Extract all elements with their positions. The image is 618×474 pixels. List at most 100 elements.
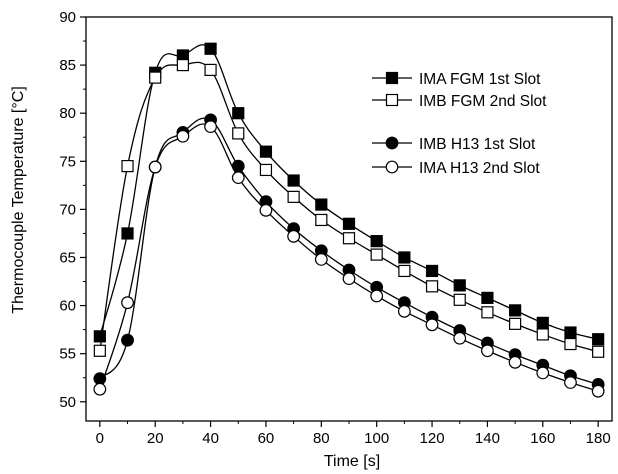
square-data-point: [398, 251, 411, 264]
x-tick-label: 60: [258, 430, 275, 447]
series-2: [93, 58, 605, 358]
x-tick-label: 140: [475, 430, 500, 447]
square-data-point: [287, 190, 300, 203]
legend-label: IMB FGM 2nd Slot: [419, 93, 547, 110]
x-tick-label: 40: [202, 430, 219, 447]
square-data-point: [204, 63, 217, 77]
square-data-point: [93, 344, 106, 357]
legend-item-3: IMB H13 1st Slot: [372, 136, 536, 153]
x-tick-label: 120: [420, 430, 445, 447]
y-tick-label: 80: [59, 105, 76, 122]
square-data-point: [232, 127, 245, 140]
square-data-point: [481, 306, 494, 319]
square-data-point: [481, 291, 494, 304]
circle-data-point: [453, 331, 467, 345]
square-data-point: [93, 330, 106, 343]
square-data-point: [536, 328, 549, 341]
series-layer: [93, 42, 605, 398]
circle-data-point: [121, 296, 134, 310]
series-line: [99, 44, 599, 340]
square-data-point: [370, 235, 383, 248]
y-tick-label: 65: [59, 249, 76, 266]
square-data-point: [425, 280, 439, 293]
legend-item-1: IMA FGM 1st Slot: [372, 71, 541, 88]
circle-data-point: [204, 120, 217, 134]
square-data-point: [509, 304, 522, 317]
legend-item-2: IMB FGM 2nd Slot: [372, 93, 547, 110]
legend-marker: [385, 160, 399, 174]
square-data-point: [509, 317, 522, 330]
square-data-point: [176, 58, 189, 72]
square-data-point: [259, 145, 273, 158]
square-data-point: [592, 333, 605, 346]
x-tick-label: 0: [96, 430, 104, 447]
circle-data-point: [397, 304, 411, 318]
square-data-point: [121, 159, 134, 173]
square-data-point: [453, 279, 466, 292]
circle-data-point: [481, 344, 494, 358]
circle-data-point: [536, 366, 550, 380]
y-tick-label: 55: [59, 346, 76, 363]
circle-data-point: [314, 252, 328, 266]
square-data-point: [204, 42, 217, 55]
circle-data-point: [342, 272, 356, 286]
square-data-point: [342, 217, 356, 230]
circle-data-point: [564, 376, 577, 389]
legend-label: IMA H13 2nd Slot: [419, 160, 540, 177]
square-data-point: [121, 227, 134, 240]
y-tick-label: 50: [59, 394, 76, 411]
square-data-point: [232, 107, 245, 120]
circle-data-point: [93, 382, 107, 396]
x-tick-label: 80: [313, 430, 330, 447]
legend-item-4: IMA H13 2nd Slot: [372, 160, 540, 177]
x-tick-label: 180: [586, 430, 611, 447]
legend-label: IMA FGM 1st Slot: [419, 71, 541, 88]
y-tick-label: 85: [59, 57, 76, 74]
x-tick-label: 20: [147, 430, 164, 447]
legend-label: IMB H13 1st Slot: [419, 136, 536, 153]
series-4: [93, 120, 605, 398]
x-axis-label: Time [s]: [324, 453, 380, 470]
square-data-point: [287, 174, 300, 187]
circle-data-point: [425, 318, 439, 332]
legend: IMA FGM 1st Slot IMB FGM 2nd Slot IMB H13 …: [372, 71, 547, 177]
square-data-point: [453, 293, 466, 306]
circle-data-point: [176, 129, 190, 143]
series-1: [93, 42, 605, 346]
square-data-point: [315, 213, 328, 227]
square-data-point: [259, 163, 273, 177]
legend-marker: [385, 136, 399, 150]
square-data-point: [592, 345, 605, 358]
square-data-point: [536, 316, 549, 329]
x-tick-label: 160: [530, 430, 555, 447]
y-axis-ticks: 50 55 60 65 70 75 80 85 90: [59, 9, 86, 411]
square-data-point: [315, 198, 328, 211]
circle-data-point: [508, 355, 522, 369]
circle-data-point: [259, 203, 273, 217]
circle-data-point: [121, 333, 134, 347]
y-tick-label: 60: [59, 298, 76, 315]
circle-data-point: [591, 384, 605, 398]
x-axis-ticks: 0 20 40 60 80 100 120 140 160 180: [96, 421, 611, 447]
legend-marker: [385, 93, 399, 107]
y-tick-label: 70: [59, 201, 76, 218]
series-3: [93, 113, 605, 391]
legend-marker: [385, 71, 399, 85]
square-data-point: [564, 337, 577, 351]
y-tick-label: 90: [59, 9, 76, 26]
circle-data-point: [231, 171, 245, 185]
square-data-point: [342, 232, 356, 245]
y-tick-label: 75: [59, 153, 76, 170]
square-data-point: [370, 248, 383, 261]
square-data-point: [564, 326, 577, 339]
square-data-point: [398, 264, 411, 278]
square-data-point: [149, 71, 162, 84]
square-data-point: [425, 264, 439, 278]
circle-data-point: [370, 289, 384, 303]
x-tick-label: 100: [364, 430, 389, 447]
y-axis-label: Thermocouple Temperature [°C]: [10, 86, 27, 314]
series-line: [99, 117, 599, 386]
circle-data-point: [148, 160, 162, 174]
circle-data-point: [287, 229, 301, 243]
